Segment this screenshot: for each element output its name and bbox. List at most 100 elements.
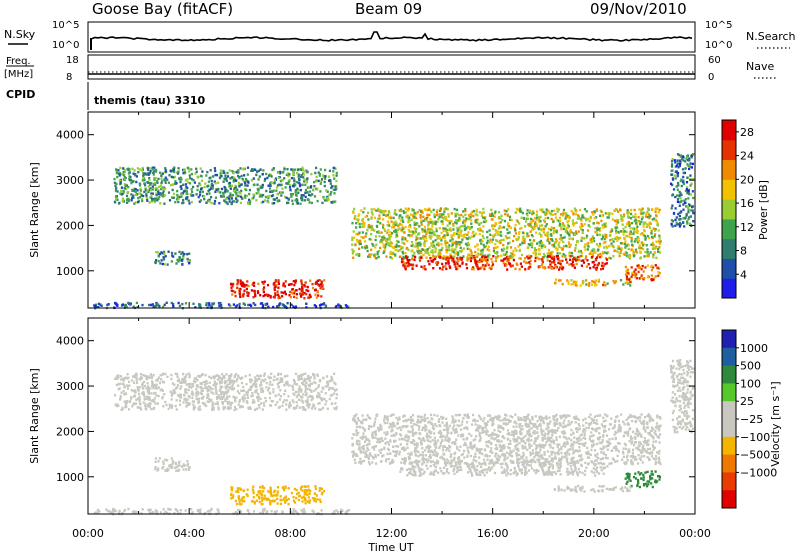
data-cell — [120, 378, 123, 381]
data-cell — [122, 191, 125, 194]
data-cell — [566, 261, 569, 264]
data-cell — [273, 489, 276, 492]
data-cell — [407, 215, 411, 218]
data-cell — [157, 190, 160, 193]
data-cell — [306, 171, 309, 174]
data-cell — [230, 286, 233, 289]
data-cell — [186, 253, 189, 256]
data-cell — [486, 259, 489, 262]
data-cell — [615, 236, 618, 239]
data-cell — [161, 172, 164, 175]
data-cell — [138, 402, 141, 405]
data-cell — [306, 186, 309, 189]
data-cell — [504, 212, 507, 216]
data-cell — [635, 238, 638, 242]
data-cell — [155, 168, 158, 172]
data-cell — [178, 177, 181, 180]
data-cell — [457, 219, 460, 222]
data-cell — [317, 402, 320, 405]
data-cell — [199, 382, 202, 385]
data-cell — [558, 224, 561, 227]
data-cell — [148, 403, 151, 407]
data-cell — [428, 228, 431, 231]
data-cell — [460, 258, 463, 261]
data-cell — [310, 172, 313, 176]
data-cell — [675, 216, 678, 219]
data-cell — [575, 262, 578, 266]
data-cell — [686, 205, 689, 208]
data-cell — [257, 492, 260, 495]
data-cell — [255, 407, 258, 410]
data-cell — [470, 226, 473, 229]
data-cell — [162, 405, 165, 408]
data-cell — [228, 395, 231, 398]
data-cell — [460, 229, 463, 232]
data-cell — [611, 212, 614, 215]
data-cell — [330, 402, 333, 405]
data-cell — [594, 279, 597, 283]
data-cell — [272, 305, 275, 309]
data-cell — [395, 222, 398, 225]
data-cell — [123, 377, 126, 380]
data-cell — [540, 229, 543, 232]
data-cell — [600, 255, 603, 258]
data-cell — [262, 282, 265, 285]
data-cell — [208, 381, 211, 384]
data-cell — [267, 201, 270, 204]
data-cell — [554, 282, 557, 285]
data-cell — [566, 214, 569, 217]
data-cell — [294, 189, 297, 192]
data-cell — [594, 230, 597, 234]
data-cell — [289, 296, 292, 299]
data-cell — [568, 233, 571, 236]
data-cell — [650, 274, 653, 277]
data-cell — [601, 261, 604, 265]
data-cell — [238, 406, 242, 409]
data-cell — [526, 217, 529, 220]
data-cell — [261, 408, 264, 411]
data-cell — [691, 205, 694, 209]
data-cell — [294, 191, 297, 194]
data-cell — [242, 292, 245, 295]
data-cell — [454, 265, 457, 268]
data-cell — [580, 228, 583, 231]
data-cell — [273, 287, 276, 290]
data-cell — [678, 194, 681, 197]
data-cell — [653, 251, 657, 254]
data-cell — [169, 390, 172, 393]
data-cell — [453, 263, 456, 266]
data-cell — [470, 235, 474, 238]
data-cell — [460, 234, 463, 237]
data-cell — [147, 173, 150, 176]
data-cell — [239, 287, 242, 291]
data-cell — [248, 373, 251, 377]
data-cell — [376, 231, 379, 234]
data-cell — [289, 404, 292, 407]
data-cell — [682, 171, 685, 175]
data-cell — [442, 229, 445, 233]
data-cell — [119, 395, 122, 398]
data-cell — [161, 252, 164, 255]
data-cell — [150, 303, 153, 307]
data-cell — [150, 192, 153, 195]
data-cell — [335, 388, 338, 391]
data-cell — [261, 485, 264, 488]
data-cell — [465, 263, 468, 266]
data-cell — [626, 271, 629, 275]
data-cell — [335, 393, 338, 396]
data-cell — [135, 180, 138, 184]
data-cell — [424, 230, 427, 233]
data-cell — [352, 230, 355, 233]
data-cell — [264, 378, 267, 381]
data-cell — [679, 200, 682, 203]
data-cell — [536, 216, 539, 219]
data-cell — [206, 396, 209, 399]
data-cell — [474, 260, 477, 264]
data-cell — [616, 239, 619, 242]
data-cell — [297, 377, 300, 380]
data-cell — [288, 283, 291, 286]
data-cell — [467, 231, 470, 234]
data-cell — [530, 217, 533, 221]
data-cell — [685, 157, 688, 160]
data-cell — [241, 197, 244, 200]
